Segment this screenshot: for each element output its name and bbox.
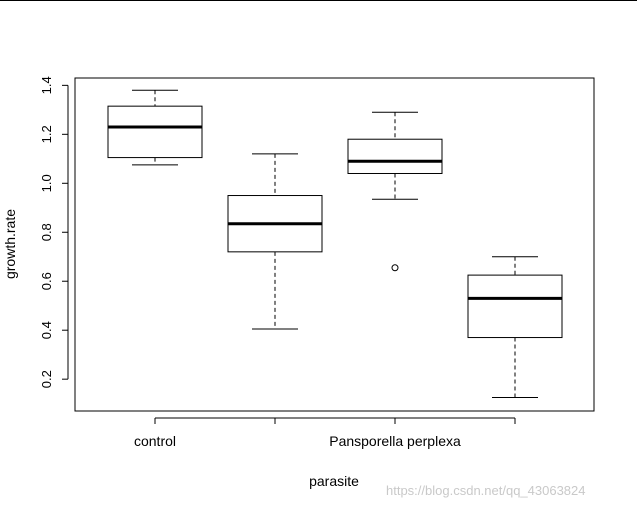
box-series — [107, 89, 563, 399]
y-tick-label: 0.6 — [39, 272, 54, 290]
box-iqr — [347, 138, 443, 174]
box-group — [227, 153, 323, 330]
x-axis: control Pansporella perplexa — [134, 417, 516, 449]
box-group — [107, 89, 203, 166]
y-axis: 0.2 0.4 0.6 0.8 1.0 1.2 1.4 — [39, 76, 69, 388]
y-tick-label: 1.0 — [39, 174, 54, 192]
y-axis-label: growth.rate — [2, 209, 18, 279]
outlier-point — [391, 264, 399, 272]
x-tick-label: Pansporella perplexa — [329, 433, 461, 449]
plot-frame — [74, 77, 595, 412]
box-iqr — [107, 105, 203, 159]
watermark-text: https://blog.csdn.net/qq_43063824 — [386, 483, 586, 498]
y-tick-label: 0.2 — [39, 370, 54, 388]
box-group — [467, 256, 563, 399]
y-tick-label: 1.4 — [39, 76, 54, 94]
box-group — [347, 111, 443, 272]
x-tick-label: control — [134, 433, 176, 449]
top-border-line — [0, 0, 637, 1]
y-tick-label: 1.2 — [39, 125, 54, 143]
y-tick-label: 0.8 — [39, 223, 54, 241]
x-axis-label: parasite — [309, 473, 359, 489]
y-tick-label: 0.4 — [39, 321, 54, 339]
box-iqr — [467, 274, 563, 339]
